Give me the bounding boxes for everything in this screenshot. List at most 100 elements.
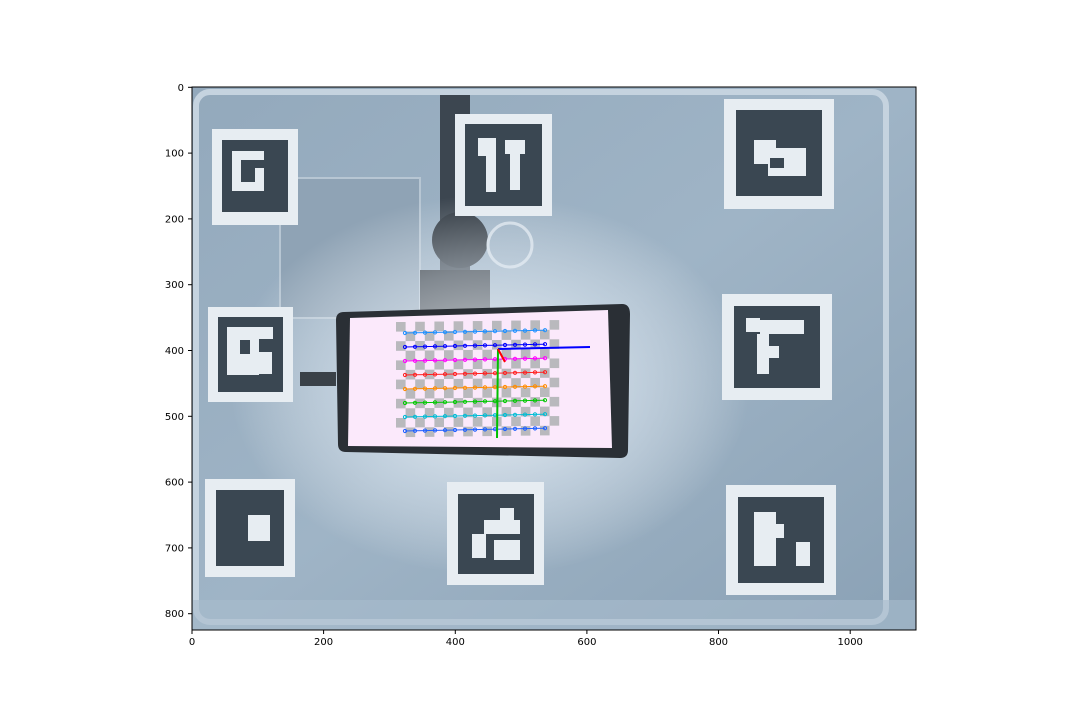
corner-point <box>412 330 418 335</box>
corner-point <box>522 356 528 361</box>
checker-square <box>540 406 550 417</box>
corner-point <box>412 344 418 349</box>
checker-square <box>415 321 425 332</box>
corner-point <box>442 330 448 335</box>
checker-square <box>434 321 444 332</box>
corner-point <box>512 398 518 403</box>
checker-square <box>520 406 531 417</box>
checker-square <box>453 340 464 351</box>
corner-point <box>532 412 538 417</box>
corner-point <box>522 398 528 403</box>
checker-square <box>463 330 473 341</box>
y-tick-label: 700 <box>165 543 184 554</box>
corner-point <box>452 357 458 363</box>
x-tick-label: 0 <box>189 637 195 648</box>
corner-point <box>462 371 468 376</box>
checker-square <box>415 340 425 351</box>
checker-square <box>434 340 444 351</box>
checker-square <box>511 416 521 427</box>
aruco-marker-bottom-right <box>726 485 836 595</box>
corner-point <box>532 398 538 403</box>
checker-square <box>472 378 483 389</box>
checker-square <box>396 398 406 409</box>
checker-square <box>415 360 425 370</box>
corner-point <box>532 328 538 333</box>
checker-square <box>482 407 492 417</box>
corner-point <box>452 427 458 433</box>
y-tick-label: 300 <box>165 280 184 291</box>
corner-point <box>472 427 478 432</box>
corner-point <box>442 386 448 391</box>
corner-point <box>472 385 478 390</box>
axes-frame <box>191 86 917 631</box>
aruco-marker-top-middle <box>455 114 552 216</box>
checker-square <box>396 418 406 428</box>
y-tick-label: 100 <box>165 149 184 160</box>
checker-square <box>434 359 444 370</box>
checker-square <box>530 320 540 330</box>
checker-square <box>501 407 512 417</box>
corner-row-line <box>404 329 546 334</box>
checker-square <box>444 331 454 341</box>
checker-square <box>549 320 560 330</box>
checker-square <box>501 349 512 360</box>
corner-point <box>422 400 428 405</box>
checker-square <box>530 358 540 369</box>
corner-point <box>442 428 448 433</box>
corner-point <box>402 330 408 336</box>
corner-point <box>512 342 518 347</box>
corner-point <box>402 372 408 378</box>
x-tick-800: 800 <box>709 630 728 648</box>
corner-point <box>542 412 548 417</box>
corner-point <box>482 357 488 362</box>
corner-point <box>402 414 408 420</box>
x-tick-0: 0 <box>189 630 195 648</box>
corner-point <box>412 428 418 433</box>
corner-point <box>502 426 508 432</box>
corner-point <box>472 413 478 418</box>
checker-square <box>472 397 483 408</box>
pose-axis-y <box>496 348 499 439</box>
checker-square <box>511 378 521 388</box>
corner-point <box>522 328 528 333</box>
corner-point <box>542 356 548 361</box>
corner-point <box>492 329 498 334</box>
checker-square <box>415 379 425 389</box>
checker-square <box>540 425 550 436</box>
checker-square <box>472 359 483 370</box>
checker-square <box>434 417 444 428</box>
corner-point <box>402 386 408 392</box>
x-tick-label: 1000 <box>837 637 862 648</box>
checker-square <box>511 320 521 331</box>
checker-square <box>396 360 406 370</box>
corner-point <box>492 357 498 362</box>
corner-point <box>412 414 418 419</box>
x-tick-600: 600 <box>577 630 596 648</box>
corner-point <box>472 329 478 334</box>
corner-point <box>432 386 438 391</box>
checker-square <box>482 388 492 398</box>
corner-point <box>532 370 538 375</box>
y-tick-label: 400 <box>165 346 184 357</box>
corner-row-line <box>404 399 546 404</box>
corner-point <box>422 330 428 335</box>
checker-square <box>463 426 473 437</box>
checker-square <box>405 331 416 342</box>
corner-point <box>422 344 428 349</box>
corner-point <box>542 370 548 375</box>
corner-point <box>462 329 468 334</box>
x-tick-label: 200 <box>314 637 333 648</box>
corner-point <box>432 372 438 377</box>
corner-point <box>542 426 548 431</box>
corner-point <box>532 384 538 389</box>
corner-point <box>422 358 428 363</box>
corner-point <box>542 328 548 333</box>
checker-square <box>540 329 550 340</box>
checker-square <box>520 426 531 436</box>
checker-square <box>520 387 531 398</box>
checker-square <box>501 426 512 436</box>
corner-point <box>432 344 438 349</box>
y-tick-300: 300 <box>165 280 192 291</box>
y-tick-500: 500 <box>165 412 192 423</box>
y-tick-200: 200 <box>165 214 192 225</box>
